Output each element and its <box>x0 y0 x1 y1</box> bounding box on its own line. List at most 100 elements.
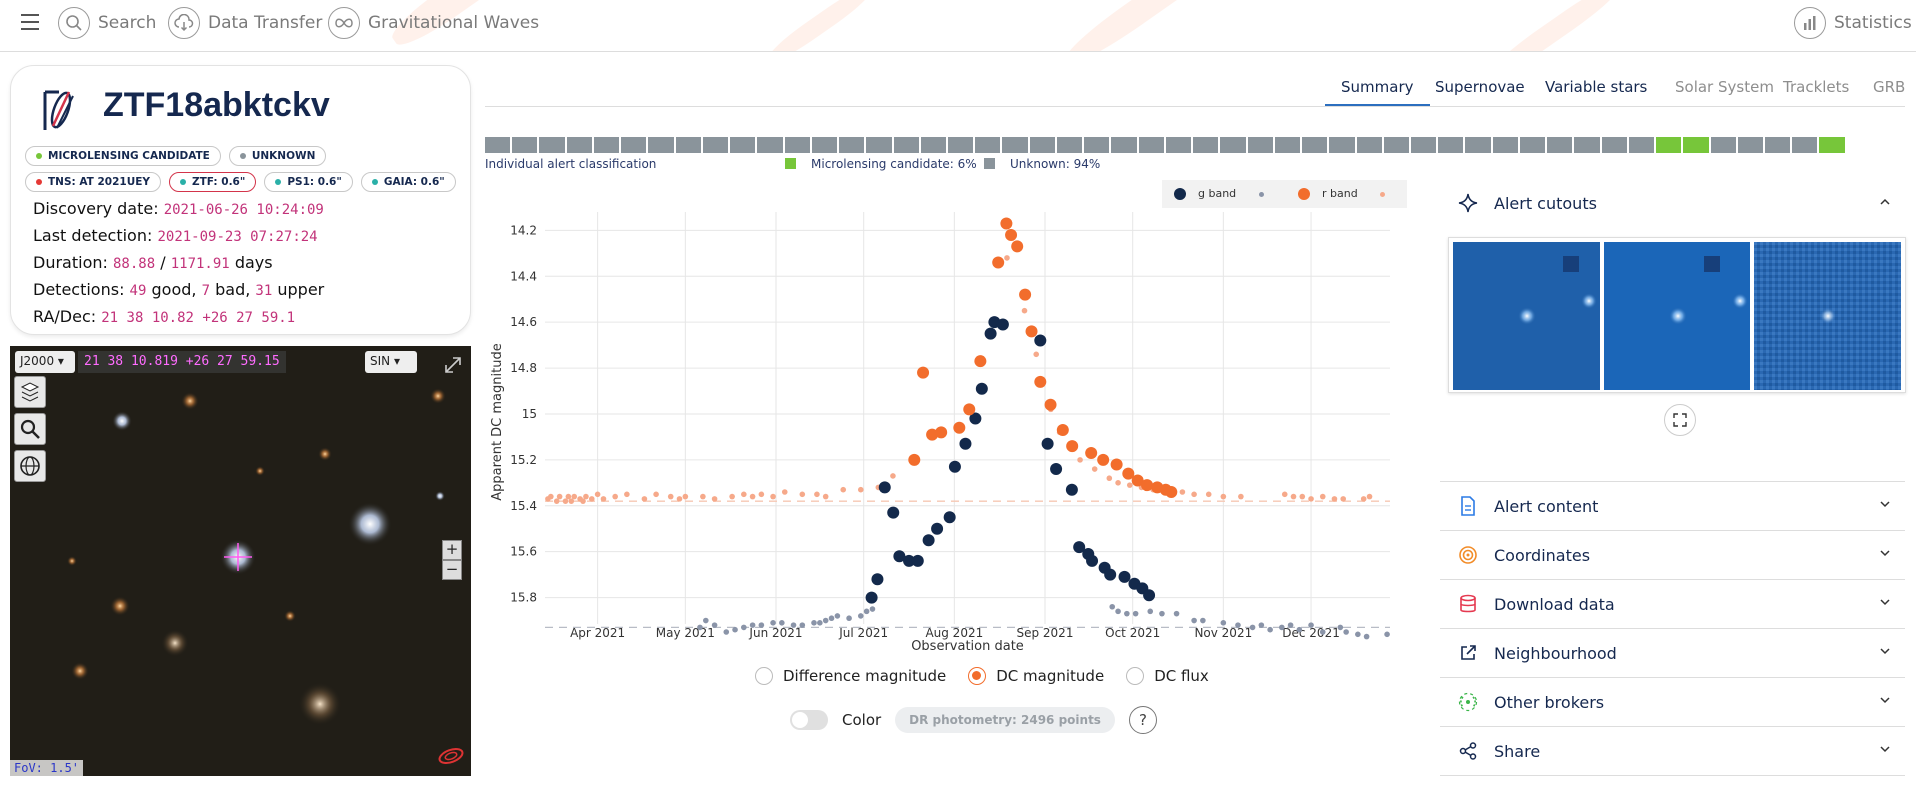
classification-segment-unknown[interactable] <box>1601 137 1627 153</box>
tab-solar-system[interactable]: Solar System <box>1675 78 1774 96</box>
zoom-out-button[interactable]: − <box>442 560 462 580</box>
projection-select[interactable]: SIN ▾ <box>365 351 417 373</box>
classification-segment-unknown[interactable] <box>1383 137 1409 153</box>
template-cutout[interactable] <box>1603 242 1751 390</box>
nav-gravitational-waves[interactable]: Gravitational Waves <box>328 6 539 40</box>
legend-r-band[interactable]: r band <box>1322 187 1358 200</box>
classification-segment-unknown[interactable] <box>1084 137 1110 153</box>
badge-ztf[interactable]: ZTF: 0.6" <box>169 172 257 192</box>
classification-segment-microlensing[interactable] <box>1819 137 1845 153</box>
classification-segment-unknown[interactable] <box>566 137 592 153</box>
globe-icon[interactable] <box>14 450 46 482</box>
radio-dc-flux[interactable] <box>1126 667 1145 685</box>
classification-segment-unknown[interactable] <box>621 137 647 153</box>
classification-segment-unknown[interactable] <box>893 137 919 153</box>
classification-segment-unknown[interactable] <box>730 137 756 153</box>
classification-segment-unknown[interactable] <box>485 137 511 153</box>
r-band-detection-point <box>1097 453 1110 466</box>
expand-cutouts-button[interactable] <box>1664 404 1696 436</box>
badge-gaia[interactable]: GAIA: 0.6" <box>360 172 456 192</box>
classification-segment-unknown[interactable] <box>593 137 620 153</box>
classification-segment-unknown[interactable] <box>1247 137 1273 153</box>
color-toggle[interactable] <box>790 710 828 730</box>
section-alert-content[interactable]: Alert content <box>1440 482 1905 531</box>
section-neighbourhood[interactable]: Neighbourhood <box>1440 629 1905 678</box>
classification-segment-unknown[interactable] <box>1410 137 1437 153</box>
classification-segment-unknown[interactable] <box>1193 137 1219 153</box>
difference-cutout[interactable] <box>1754 242 1902 390</box>
classification-segment-unknown[interactable] <box>1002 137 1028 153</box>
classification-segment-unknown[interactable] <box>1465 137 1491 153</box>
badge-ps1[interactable]: PS1: 0.6" <box>264 172 353 192</box>
duration-value: 88.88 <box>112 256 156 272</box>
section-download-data[interactable]: Download data <box>1440 580 1905 629</box>
classification-segment-unknown[interactable] <box>811 137 838 153</box>
tab-variable-stars[interactable]: Variable stars <box>1545 78 1648 96</box>
classification-segment-unknown[interactable] <box>947 137 974 153</box>
classification-segment-unknown[interactable] <box>1547 137 1573 153</box>
legend-g-band[interactable]: g band <box>1198 187 1237 200</box>
zoom-in-button[interactable]: + <box>442 540 462 560</box>
science-cutout[interactable] <box>1453 242 1600 390</box>
classification-segment-unknown[interactable] <box>1356 137 1382 153</box>
section-alert-cutouts[interactable]: Alert cutouts <box>1440 180 1905 226</box>
classification-segment-unknown[interactable] <box>1710 137 1736 153</box>
classification-segment-unknown[interactable] <box>648 137 674 153</box>
classification-segment-unknown[interactable] <box>1274 137 1301 153</box>
tab-supernovae[interactable]: Supernovae <box>1435 78 1525 96</box>
dr-photometry-button[interactable]: DR photometry: 2496 points <box>895 707 1115 733</box>
frame-select[interactable]: J2000 ▾ <box>15 351 75 373</box>
help-button[interactable]: ? <box>1128 706 1157 734</box>
fink-logo <box>35 86 85 136</box>
fullscreen-icon[interactable] <box>442 354 464 376</box>
classification-segment-unknown[interactable] <box>1302 137 1328 153</box>
classification-segment-unknown[interactable] <box>1492 137 1518 153</box>
nav-statistics[interactable]: Statistics <box>1794 6 1912 40</box>
classification-segment-unknown[interactable] <box>757 137 783 153</box>
sky-viewer[interactable]: J2000 ▾ 21 38 10.819 +26 27 59.15 SIN ▾ … <box>10 346 471 776</box>
classification-segment-microlensing[interactable] <box>1683 137 1709 153</box>
classification-segment-unknown[interactable] <box>784 137 810 153</box>
classification-segment-unknown[interactable] <box>1056 137 1083 153</box>
classification-segment-unknown[interactable] <box>1574 137 1600 153</box>
classification-segment-unknown[interactable] <box>1138 137 1164 153</box>
section-other-brokers[interactable]: Other brokers <box>1440 678 1905 727</box>
nav-data-transfer[interactable]: Data Transfer <box>168 6 322 40</box>
tab-grb[interactable]: GRB <box>1873 78 1906 96</box>
classification-segment-unknown[interactable] <box>1165 137 1192 153</box>
x-tick-label: Apr 2021 <box>570 626 625 640</box>
classification-segment-unknown[interactable] <box>1029 137 1055 153</box>
classification-segment-unknown[interactable] <box>1111 137 1137 153</box>
classification-segment-unknown[interactable] <box>1765 137 1791 153</box>
classification-segment-unknown[interactable] <box>1519 137 1546 153</box>
section-share[interactable]: Share <box>1440 727 1905 776</box>
g-band-upper-limit-point <box>697 624 703 631</box>
tab-summary[interactable]: Summary <box>1325 78 1430 106</box>
classification-segment-unknown[interactable] <box>702 137 729 153</box>
tab-tracklets[interactable]: Tracklets <box>1783 78 1850 96</box>
classification-segment-unknown[interactable] <box>920 137 946 153</box>
classification-segment-unknown[interactable] <box>675 137 701 153</box>
nav-search[interactable]: Search <box>58 6 156 40</box>
classification-segment-unknown[interactable] <box>1628 137 1655 153</box>
classification-segment-unknown[interactable] <box>866 137 892 153</box>
search-icon[interactable] <box>14 413 46 445</box>
classification-segment-unknown[interactable] <box>512 137 538 153</box>
classification-segment-unknown[interactable] <box>1737 137 1764 153</box>
classification-segment-unknown[interactable] <box>1792 137 1818 153</box>
radio-difference-magnitude[interactable] <box>755 667 773 685</box>
section-coordinates[interactable]: Coordinates <box>1440 531 1905 580</box>
lightcurve-chart[interactable]: Apr 2021 May 2021 Jun 2021 Jul 2021 Aug 2021… <box>485 212 1410 652</box>
badge-tns[interactable]: TNS: AT 2021UEY <box>25 172 162 192</box>
layers-icon[interactable] <box>14 376 46 408</box>
classification-segment-unknown[interactable] <box>1329 137 1355 153</box>
g-band-upper-limit-point <box>1191 617 1197 624</box>
classification-segment-unknown[interactable] <box>539 137 565 153</box>
classification-segment-microlensing[interactable] <box>1656 137 1682 153</box>
classification-segment-unknown[interactable] <box>1220 137 1246 153</box>
classification-segment-unknown[interactable] <box>975 137 1001 153</box>
classification-segment-unknown[interactable] <box>1438 137 1464 153</box>
classification-segment-unknown[interactable] <box>839 137 865 153</box>
radio-dc-magnitude[interactable] <box>968 667 987 685</box>
menu-icon[interactable] <box>21 14 39 30</box>
